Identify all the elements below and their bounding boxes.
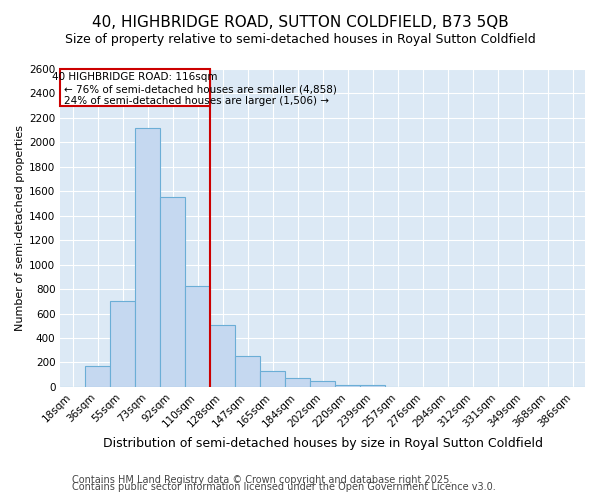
Bar — [360, 384, 385, 387]
Bar — [210, 324, 235, 387]
Text: ← 76% of semi-detached houses are smaller (4,858): ← 76% of semi-detached houses are smalle… — [64, 85, 337, 95]
Bar — [260, 371, 285, 387]
Bar — [135, 128, 160, 387]
Bar — [85, 366, 110, 387]
Y-axis label: Number of semi-detached properties: Number of semi-detached properties — [15, 125, 25, 331]
Text: 24% of semi-detached houses are larger (1,506) →: 24% of semi-detached houses are larger (… — [64, 96, 329, 106]
Bar — [235, 356, 260, 387]
Text: 40 HIGHBRIDGE ROAD: 116sqm: 40 HIGHBRIDGE ROAD: 116sqm — [52, 72, 218, 82]
Text: 40, HIGHBRIDGE ROAD, SUTTON COLDFIELD, B73 5QB: 40, HIGHBRIDGE ROAD, SUTTON COLDFIELD, B… — [92, 15, 508, 30]
Text: Contains HM Land Registry data © Crown copyright and database right 2025.: Contains HM Land Registry data © Crown c… — [72, 475, 452, 485]
Text: Contains public sector information licensed under the Open Government Licence v3: Contains public sector information licen… — [72, 482, 496, 492]
X-axis label: Distribution of semi-detached houses by size in Royal Sutton Coldfield: Distribution of semi-detached houses by … — [103, 437, 542, 450]
Bar — [335, 384, 360, 387]
FancyBboxPatch shape — [60, 69, 210, 106]
Bar — [185, 286, 210, 387]
Bar — [285, 378, 310, 387]
Text: Size of property relative to semi-detached houses in Royal Sutton Coldfield: Size of property relative to semi-detach… — [65, 32, 535, 46]
Bar — [310, 382, 335, 387]
Bar — [110, 302, 135, 387]
Bar — [160, 197, 185, 387]
